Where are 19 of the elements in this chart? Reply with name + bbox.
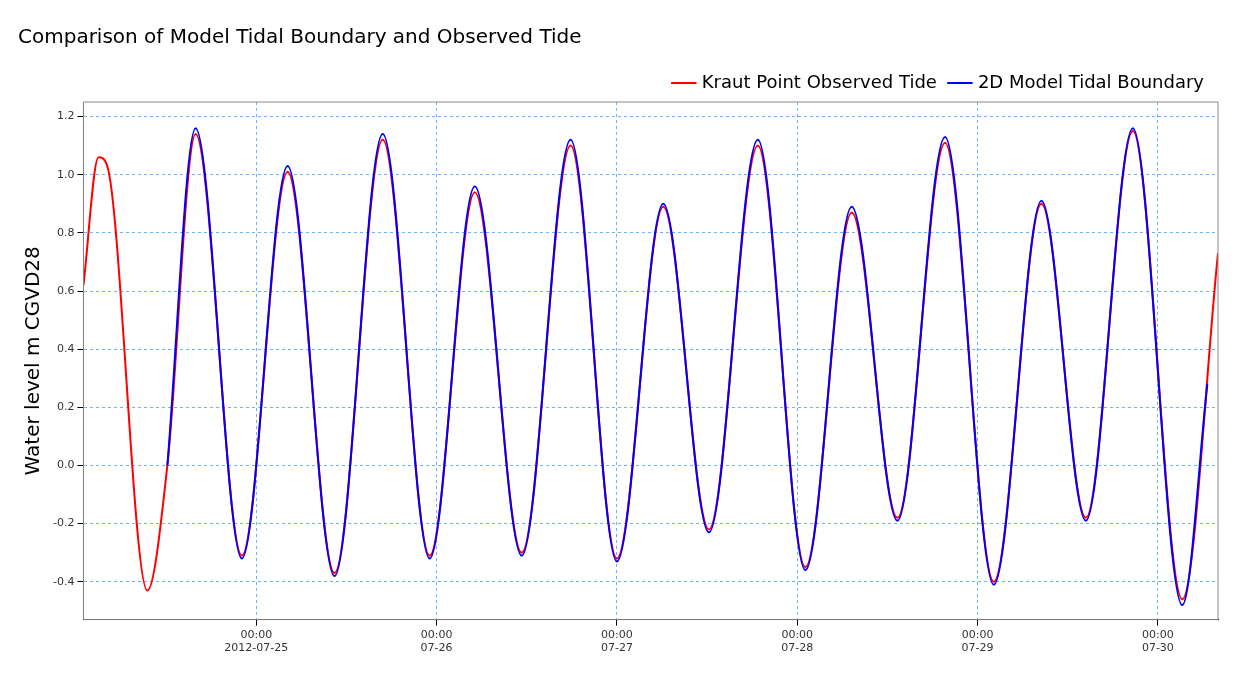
y-tick-label: 0.6 bbox=[56, 283, 75, 297]
y-tick-label: 1.2 bbox=[56, 109, 75, 123]
y-tick-label: 0.4 bbox=[56, 342, 75, 356]
y-tick-label: 0.8 bbox=[56, 225, 75, 239]
y-tick-label: 1.0 bbox=[56, 167, 75, 181]
x-tick-label: 00:00 07-30 bbox=[1141, 628, 1174, 655]
x-tick-label: 00:00 07-28 bbox=[781, 628, 814, 655]
y-tick-label: 0.0 bbox=[56, 458, 75, 472]
x-tick-label: 00:00 07-27 bbox=[600, 628, 633, 655]
x-tick-label: 00:00 07-26 bbox=[420, 628, 453, 655]
y-tick-label: 0.2 bbox=[56, 400, 75, 414]
y-axis-title: Water level m CGVD28 bbox=[20, 246, 45, 476]
x-tick-label: 00:00 2012-07-25 bbox=[224, 628, 289, 655]
y-tick-label: -0.4 bbox=[52, 574, 75, 588]
chart-title: Comparison of Model Tidal Boundary and Observed Tide bbox=[18, 24, 582, 49]
legend-label: 2D Model Tidal Boundary bbox=[977, 70, 1205, 92]
y-tick-label: -0.2 bbox=[52, 516, 75, 530]
legend-label: Kraut Point Observed Tide bbox=[701, 70, 937, 92]
x-tick-label: 00:00 07-29 bbox=[961, 628, 994, 655]
